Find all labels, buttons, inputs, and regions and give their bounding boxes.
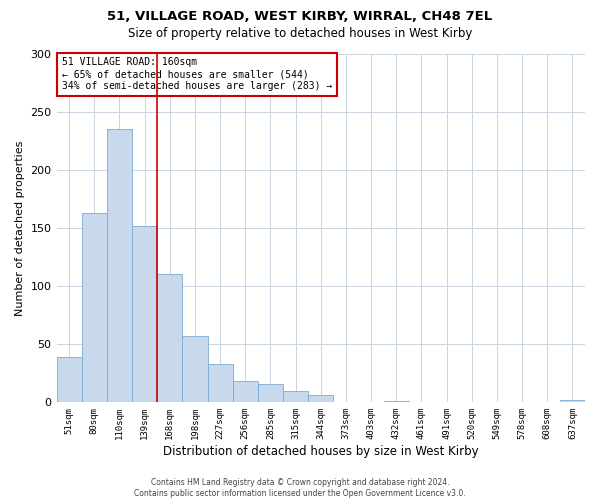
Bar [258, 384, 283, 402]
Text: 51, VILLAGE ROAD, WEST KIRBY, WIRRAL, CH48 7EL: 51, VILLAGE ROAD, WEST KIRBY, WIRRAL, CH… [107, 10, 493, 23]
Bar [82, 213, 107, 402]
Bar [383, 400, 409, 402]
Text: Contains HM Land Registry data © Crown copyright and database right 2024.
Contai: Contains HM Land Registry data © Crown c… [134, 478, 466, 498]
Bar [283, 392, 308, 402]
Bar [308, 395, 334, 402]
Bar [132, 226, 157, 402]
Bar [182, 336, 208, 402]
Bar [157, 274, 182, 402]
Bar [233, 381, 258, 402]
Bar [107, 130, 132, 402]
Text: 51 VILLAGE ROAD: 160sqm
← 65% of detached houses are smaller (544)
34% of semi-d: 51 VILLAGE ROAD: 160sqm ← 65% of detache… [62, 58, 332, 90]
Bar [208, 364, 233, 402]
Bar [56, 356, 82, 402]
X-axis label: Distribution of detached houses by size in West Kirby: Distribution of detached houses by size … [163, 444, 479, 458]
Bar [560, 400, 585, 402]
Y-axis label: Number of detached properties: Number of detached properties [15, 140, 25, 316]
Text: Size of property relative to detached houses in West Kirby: Size of property relative to detached ho… [128, 28, 472, 40]
